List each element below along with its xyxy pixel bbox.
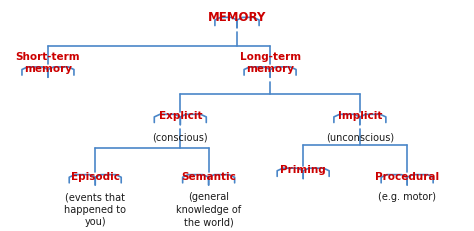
Text: Short-term
memory: Short-term memory — [16, 52, 80, 74]
Text: Priming: Priming — [280, 164, 326, 174]
Text: (conscious): (conscious) — [153, 132, 208, 142]
Text: (unconscious): (unconscious) — [326, 132, 394, 142]
Text: Procedural: Procedural — [375, 171, 439, 181]
Text: Implicit: Implicit — [337, 111, 382, 121]
Text: Semantic: Semantic — [181, 171, 236, 181]
Text: MEMORY: MEMORY — [208, 11, 266, 24]
Text: (events that
happened to
you): (events that happened to you) — [64, 192, 126, 226]
Text: (e.g. motor): (e.g. motor) — [378, 192, 436, 202]
Text: Long-term
memory: Long-term memory — [239, 52, 301, 74]
Text: Explicit: Explicit — [158, 111, 202, 121]
Text: Episodic: Episodic — [71, 171, 120, 181]
Text: (general
knowledge of
the world): (general knowledge of the world) — [176, 192, 241, 226]
